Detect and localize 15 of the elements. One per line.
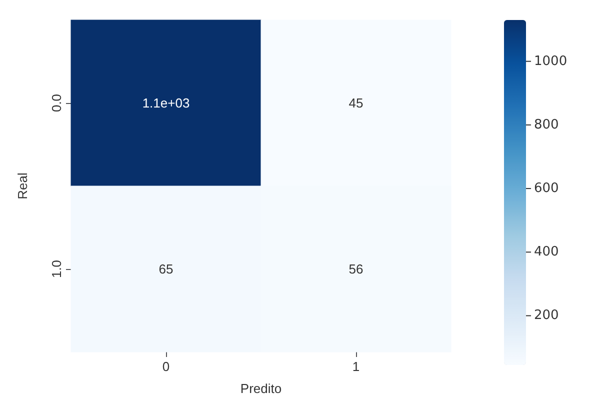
data-label: 65 [158,262,174,276]
color-bar-label: 1000 [534,54,568,69]
y-axis-title: Real [15,172,30,200]
color-bar-label: 200 [534,308,559,324]
y-tick-label: 1.0 [49,260,64,278]
data-label: 1.1e+03 [142,96,190,110]
color-bar-label: 600 [534,181,559,196]
y-tick-label: 0.0 [49,94,64,112]
color-bar-label: 800 [534,117,559,132]
x-tick-label: 0 [162,359,170,374]
color-bar-label: 400 [534,244,559,260]
data-label: 56 [348,262,364,276]
x-axis-title: Predito [240,381,282,396]
data-label: 45 [348,96,364,110]
x-tick-label: 1 [352,359,360,374]
